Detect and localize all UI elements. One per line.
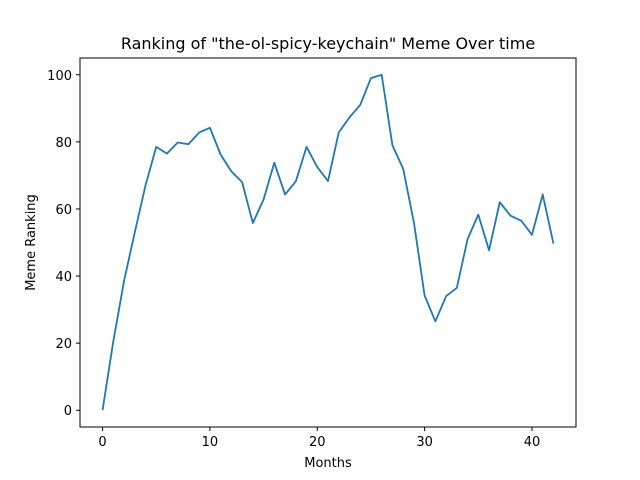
- y-tick-label: 60: [55, 203, 72, 218]
- y-tick-label: 80: [55, 136, 72, 151]
- x-tick-label: 10: [202, 435, 219, 450]
- y-tick-label: 40: [55, 270, 72, 285]
- x-tick-label: 0: [98, 435, 106, 450]
- series-line-0: [101, 73, 555, 411]
- chart-title: Ranking of "the-ol-spicy-keychain" Meme …: [121, 34, 535, 53]
- x-axis-label: Months: [304, 456, 352, 471]
- x-axis: 0 10 20 30 40: [98, 427, 540, 450]
- y-axis: 0 20 40 60 80 100: [47, 69, 80, 419]
- axes-frame: [79, 57, 577, 428]
- plot-area: [101, 73, 555, 411]
- y-tick-label: 0: [64, 404, 72, 419]
- y-tick-label: 20: [55, 337, 72, 352]
- x-tick-label: 40: [524, 435, 541, 450]
- y-axis-label: Meme Ranking: [24, 194, 39, 291]
- x-tick-label: 30: [416, 435, 433, 450]
- x-tick-label: 20: [309, 435, 326, 450]
- y-tick-label: 100: [47, 69, 72, 84]
